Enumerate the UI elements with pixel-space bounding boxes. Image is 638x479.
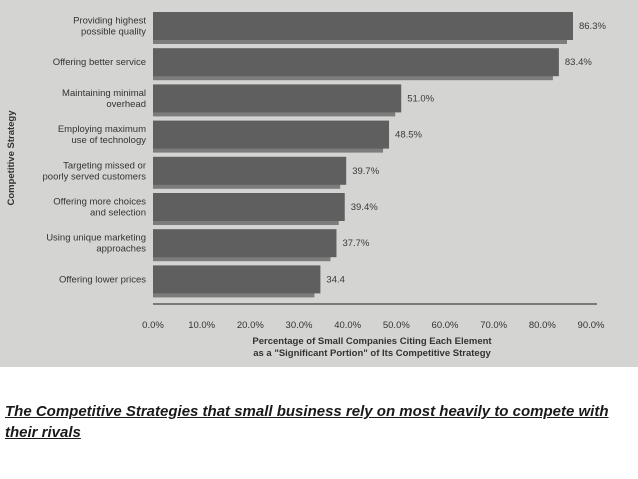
bar-shadow-1 [153,39,567,44]
x-tick-label-4: 40.0% [334,320,361,331]
bar-shadow-8 [153,292,315,298]
chart-photo: 86.3% Providing highest possible quality 83… [0,0,638,367]
x-tick-label-0: 0.0% [142,320,164,331]
bar-8 [153,265,321,294]
category-label-4-line-1: Employing maximum [58,124,146,135]
category-label-6-line-2: and selection [90,208,146,219]
x-tick-label-9: 90.0% [578,320,605,331]
bar-shadow-6 [153,220,339,225]
bar-2 [153,48,559,77]
x-tick-label-6: 60.0% [432,320,459,331]
bar-7 [153,229,337,258]
value-label-5: 39.7% [352,166,379,177]
category-label-3-line-2: overhead [106,99,146,110]
bar-shadow-2 [153,75,553,81]
value-label-3: 51.0% [407,93,434,104]
bar-5 [153,156,347,185]
category-label-4-line-2: use of technology [72,135,147,146]
value-label-6: 39.4% [351,202,378,213]
x-tick-label-1: 10.0% [188,320,215,331]
category-label-3-line-1: Maintaining minimal [62,88,146,99]
category-label-5-line-2: poorly served customers [43,171,147,182]
x-tick-label-8: 80.0% [529,320,556,331]
bar-4 [153,120,390,149]
value-label-7: 37.7% [342,238,369,249]
x-tick-label-3: 30.0% [286,320,313,331]
x-axis-title-line-2: as a "Significant Portion" of Its Compet… [253,348,491,359]
bar-shadow-3 [153,111,396,117]
x-tick-label-7: 70.0% [480,320,507,331]
bar-shadow-7 [153,256,331,262]
x-tick-label-5: 50.0% [383,320,410,331]
x-tick-label-2: 20.0% [237,320,264,331]
category-label-1-line-1: Providing highest [73,16,146,27]
value-label-8: 34.4 [326,274,345,285]
category-label-1-line-2: possible quality [81,27,146,38]
bar-shadow-5 [153,183,341,189]
category-label-5-line-1: Targeting missed or [63,160,146,171]
bar-6 [153,193,345,221]
bar-3 [153,84,402,113]
value-label-1: 86.3% [579,21,606,32]
category-label-6-line-1: Offering more choices [53,197,146,208]
category-label-8: Offering lower prices [59,274,146,285]
bar-1 [153,12,573,40]
chart-caption: The Competitive Strategies that small bu… [5,403,609,441]
y-axis-title: Competitive Strategy [6,110,17,206]
value-label-4: 48.5% [395,130,422,141]
category-label-2: Offering better service [53,57,146,68]
x-axis-title-line-1: Percentage of Small Companies Citing Eac… [252,336,492,347]
category-label-7-line-1: Using unique marketing [46,233,146,244]
bar-shadow-4 [153,147,384,153]
category-label-7-line-2: approaches [96,244,146,255]
value-label-2: 83.4% [565,57,592,68]
